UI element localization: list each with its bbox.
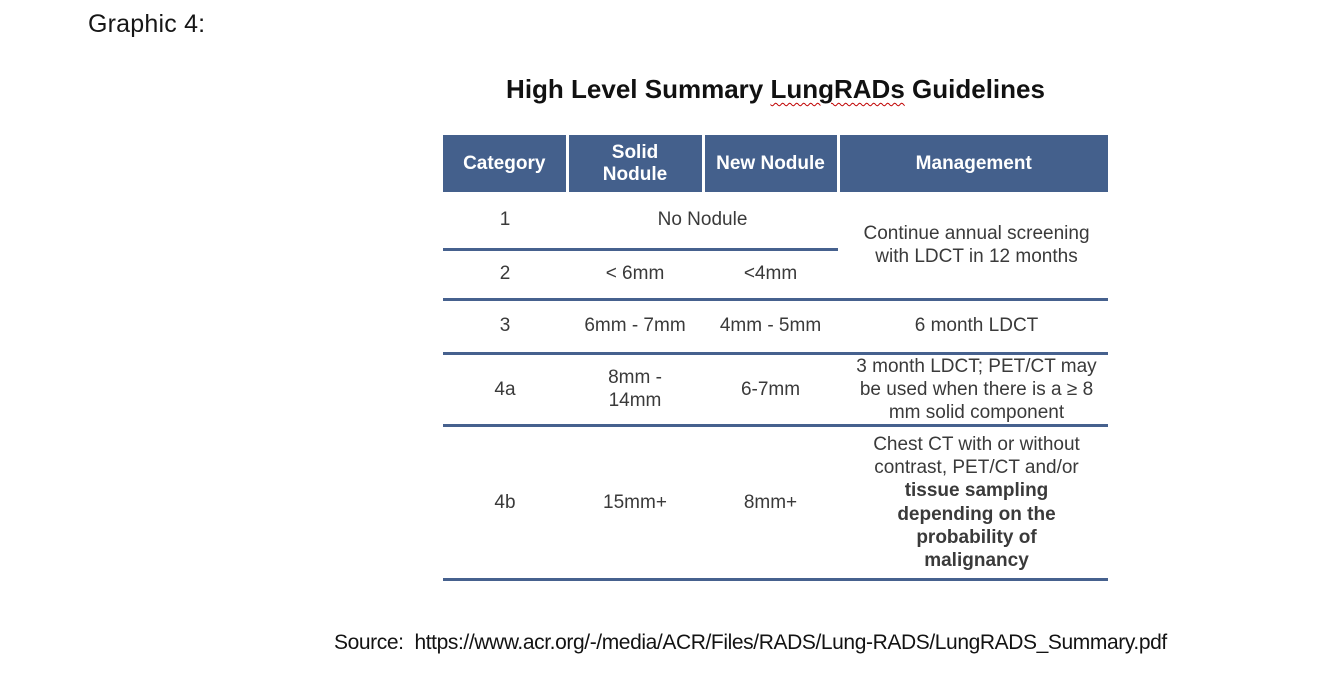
source-url: https://www.acr.org/-/media/ACR/Files/RA… — [414, 631, 1167, 654]
management-4b-bold-text: tissue sampling depending on the probabi… — [897, 480, 1056, 571]
cell-new-4a: 6-7mm — [703, 353, 838, 428]
cell-management-1-2: Continue annual screening with LDCT in 1… — [838, 192, 1108, 301]
cell-solid-2: < 6mm — [567, 249, 703, 301]
cell-solid-4b: 15mm+ — [567, 425, 703, 582]
cell-no-nodule: No Nodule — [567, 192, 838, 251]
header-management: Management — [838, 135, 1108, 192]
title-post: Guidelines — [904, 74, 1045, 104]
source-label: Source: — [334, 631, 404, 654]
cell-new-3: 4mm - 5mm — [703, 299, 838, 355]
title-pre: High Level Summary — [506, 74, 771, 104]
source-citation: Source: https://www.acr.org/-/media/ACR/… — [334, 631, 1167, 655]
table-row-category-4b: 4b 15mm+ 8mm+ Chest CT with or without c… — [443, 425, 1108, 582]
page-title: High Level Summary LungRADs Guidelines — [443, 74, 1108, 105]
cell-new-4b: 8mm+ — [703, 425, 838, 582]
header-category: Category — [443, 135, 569, 192]
table-row-category-2: 2 < 6mm <4mm — [443, 249, 1108, 301]
cell-solid-3: 6mm - 7mm — [567, 299, 703, 355]
cell-new-2: <4mm — [703, 249, 838, 301]
graphic-label: Graphic 4: — [88, 10, 206, 38]
cell-category-2: 2 — [443, 249, 567, 301]
header-solid-nodule: Solid Nodule — [567, 135, 705, 192]
management-4b-normal-text: Chest CT with or without contrast, PET/C… — [873, 434, 1080, 479]
cell-solid-4a: 8mm - 14mm — [567, 353, 703, 428]
cell-management-4a: 3 month LDCT; PET/CT may be used when th… — [838, 353, 1108, 428]
cell-management-4b: Chest CT with or without contrast, PET/C… — [838, 425, 1108, 582]
cell-category-3: 3 — [443, 299, 567, 355]
header-new-nodule: New Nodule — [703, 135, 840, 192]
lungrads-table: Category Solid Nodule New Nodule Managem… — [443, 135, 1108, 582]
cell-category-1: 1 — [443, 192, 567, 251]
table-row-category-4a: 4a 8mm - 14mm 6-7mm 3 month LDCT; PET/CT… — [443, 353, 1108, 428]
cell-category-4b: 4b — [443, 425, 567, 582]
table-header-row: Category Solid Nodule New Nodule Managem… — [443, 135, 1108, 192]
cell-category-4a: 4a — [443, 353, 567, 428]
cell-management-3: 6 month LDCT — [838, 299, 1108, 355]
title-misspelled-word: LungRADs — [770, 74, 905, 104]
table-row-category-1: 1 No Nodule Continue annual screening wi… — [443, 192, 1108, 301]
table-row-category-3: 3 6mm - 7mm 4mm - 5mm 6 month LDCT — [443, 299, 1108, 355]
